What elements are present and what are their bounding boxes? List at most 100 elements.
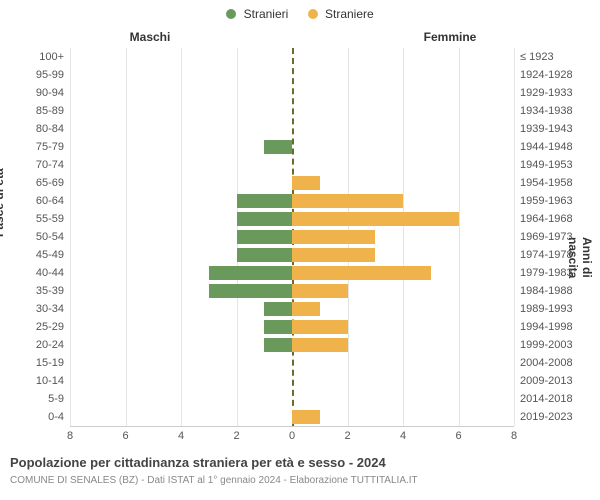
- bar-female: [292, 266, 431, 280]
- bar-male: [237, 212, 293, 226]
- bar-female: [292, 284, 348, 298]
- pyramid-row: 20-241999-2003: [70, 336, 514, 354]
- age-label: 50-54: [10, 228, 64, 246]
- birth-year-label: 2014-2018: [520, 390, 590, 408]
- age-label: 80-84: [10, 120, 64, 138]
- birth-year-label: 1929-1933: [520, 84, 590, 102]
- age-label: 45-49: [10, 246, 64, 264]
- age-label: 40-44: [10, 264, 64, 282]
- pyramid-row: 25-291994-1998: [70, 318, 514, 336]
- birth-year-label: 1964-1968: [520, 210, 590, 228]
- header-femmine: Femmine: [300, 30, 600, 44]
- bar-female: [292, 212, 459, 226]
- age-label: 30-34: [10, 300, 64, 318]
- pyramid-row: 55-591964-1968: [70, 210, 514, 228]
- footer-subtitle: COMUNE DI SENALES (BZ) - Dati ISTAT al 1…: [10, 475, 590, 486]
- age-label: 75-79: [10, 138, 64, 156]
- pyramid-row: 95-991924-1928: [70, 66, 514, 84]
- bar-male: [209, 266, 292, 280]
- bar-male: [264, 302, 292, 316]
- legend: Stranieri Straniere: [0, 6, 600, 21]
- pyramid-row: 45-491974-1978: [70, 246, 514, 264]
- pyramid-row: 35-391984-1988: [70, 282, 514, 300]
- age-label: 100+: [10, 48, 64, 66]
- age-label: 0-4: [10, 408, 64, 426]
- age-label: 35-39: [10, 282, 64, 300]
- bar-female: [292, 302, 320, 316]
- birth-year-label: 1924-1928: [520, 66, 590, 84]
- age-label: 65-69: [10, 174, 64, 192]
- birth-year-label: ≤ 1923: [520, 48, 590, 66]
- x-tick-label: 6: [449, 430, 469, 442]
- age-label: 60-64: [10, 192, 64, 210]
- pyramid-row: 30-341989-1993: [70, 300, 514, 318]
- pyramid-row: 15-192004-2008: [70, 354, 514, 372]
- birth-year-label: 2009-2013: [520, 372, 590, 390]
- birth-year-label: 1969-1973: [520, 228, 590, 246]
- pyramid-row: 60-641959-1963: [70, 192, 514, 210]
- age-label: 15-19: [10, 354, 64, 372]
- birth-year-label: 1944-1948: [520, 138, 590, 156]
- legend-label-stranieri: Stranieri: [244, 7, 289, 21]
- pyramid-row: 40-441979-1983: [70, 264, 514, 282]
- age-label: 70-74: [10, 156, 64, 174]
- plot-area: 100+≤ 192395-991924-192890-941929-193385…: [70, 48, 514, 426]
- bar-female: [292, 410, 320, 424]
- legend-item-stranieri: Stranieri: [226, 6, 288, 21]
- birth-year-label: 1984-1988: [520, 282, 590, 300]
- birth-year-label: 1934-1938: [520, 102, 590, 120]
- pyramid-row: 85-891934-1938: [70, 102, 514, 120]
- x-tick-label: 4: [393, 430, 413, 442]
- age-label: 5-9: [10, 390, 64, 408]
- birth-year-label: 1939-1943: [520, 120, 590, 138]
- bar-female: [292, 230, 375, 244]
- bar-male: [209, 284, 292, 298]
- footer-title: Popolazione per cittadinanza straniera p…: [10, 455, 590, 470]
- bar-female: [292, 194, 403, 208]
- bar-male: [264, 338, 292, 352]
- x-tick-label: 8: [504, 430, 524, 442]
- bar-male: [264, 320, 292, 334]
- bar-male: [237, 194, 293, 208]
- pyramid-row: 75-791944-1948: [70, 138, 514, 156]
- birth-year-label: 1974-1978: [520, 246, 590, 264]
- x-tick-label: 0: [282, 430, 302, 442]
- bar-female: [292, 320, 348, 334]
- x-tick-label: 2: [227, 430, 247, 442]
- x-tick-label: 2: [338, 430, 358, 442]
- birth-year-label: 1949-1953: [520, 156, 590, 174]
- bar-female: [292, 248, 375, 262]
- legend-label-straniere: Straniere: [325, 7, 374, 21]
- birth-year-label: 1999-2003: [520, 336, 590, 354]
- x-tick-label: 8: [60, 430, 80, 442]
- birth-year-label: 2004-2008: [520, 354, 590, 372]
- pyramid-row: 0-42019-2023: [70, 408, 514, 426]
- birth-year-label: 1994-1998: [520, 318, 590, 336]
- legend-item-straniere: Straniere: [308, 6, 374, 21]
- x-axis: [70, 426, 514, 427]
- age-label: 95-99: [10, 66, 64, 84]
- bar-female: [292, 176, 320, 190]
- birth-year-label: 1959-1963: [520, 192, 590, 210]
- pyramid-row: 50-541969-1973: [70, 228, 514, 246]
- legend-swatch-stranieri: [226, 9, 236, 19]
- birth-year-label: 1979-1983: [520, 264, 590, 282]
- age-label: 55-59: [10, 210, 64, 228]
- age-label: 10-14: [10, 372, 64, 390]
- pyramid-chart: Stranieri Straniere Maschi Femmine Fasce…: [0, 0, 600, 500]
- age-label: 20-24: [10, 336, 64, 354]
- pyramid-row: 65-691954-1958: [70, 174, 514, 192]
- age-label: 85-89: [10, 102, 64, 120]
- birth-year-label: 2019-2023: [520, 408, 590, 426]
- pyramid-row: 70-741949-1953: [70, 156, 514, 174]
- pyramid-row: 80-841939-1943: [70, 120, 514, 138]
- birth-year-label: 1989-1993: [520, 300, 590, 318]
- legend-swatch-straniere: [308, 9, 318, 19]
- bar-male: [264, 140, 292, 154]
- bar-male: [237, 230, 293, 244]
- pyramid-row: 10-142009-2013: [70, 372, 514, 390]
- pyramid-row: 5-92014-2018: [70, 390, 514, 408]
- grid-line: [514, 48, 515, 426]
- age-label: 25-29: [10, 318, 64, 336]
- y-axis-title-left: Fasce di età: [0, 168, 6, 237]
